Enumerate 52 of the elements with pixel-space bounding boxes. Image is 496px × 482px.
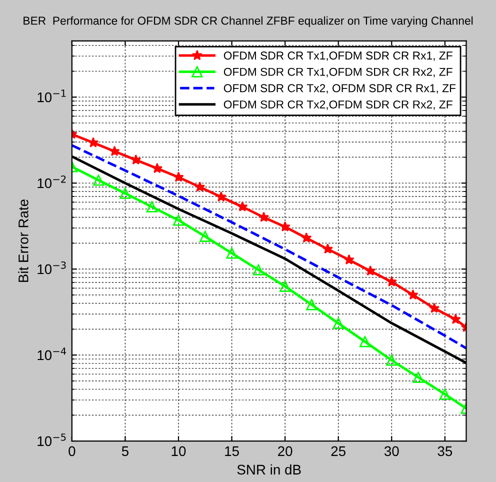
x-tick-label: 15 [225,446,239,456]
point [306,299,318,310]
point [216,191,226,202]
x-tick-label: 25 [331,446,346,456]
point [109,146,120,156]
point [173,172,184,182]
point [194,181,206,192]
point [450,314,461,324]
legend-label: OFDM SDR CR Tx1,OFDM SDR CR Rx2, ZF [224,68,452,78]
point [408,289,418,300]
legend-label: OFDM SDR CR Tx1,OFDM SDR CR Rx1, ZF [224,52,452,61]
x-tick-label: 0 [68,446,76,456]
point [120,188,131,199]
point [152,162,162,174]
y-tick-label: 10$^{−4}$ [38,348,66,360]
point [359,336,371,348]
point [88,137,99,148]
x-tick-label: 10 [172,446,186,456]
y-tick-label: 10$^{−1}$ [38,90,66,102]
point [386,354,398,366]
x-tick-label: 35 [438,446,452,456]
x-tick-label: 5 [122,446,128,456]
point [280,280,291,292]
point [365,265,376,276]
point [428,302,440,313]
point [258,212,270,222]
point [412,372,424,383]
point [237,201,248,212]
point [301,232,312,243]
point [93,174,104,186]
point [200,230,211,242]
legend-label: OFDM SDR CR Tx2,OFDM SDR CR Rx2, ZF [224,100,452,110]
point [322,243,334,254]
point [172,214,184,226]
y-tick-label: 10$^{−5}$ [38,434,66,446]
point [252,264,264,276]
x-tick-label: 20 [278,446,292,456]
point [226,248,238,259]
point [386,276,397,286]
point [344,254,354,264]
chart-title: BER Performance for OFDM SDR CR Channel ZFBF equalizer on Time varying Channel [24,16,473,27]
point [332,318,344,329]
point [130,154,142,165]
legend-label: OFDM SDR CR Tx2, OFDM SDR CR Rx1, ZF [224,84,456,94]
x-tick-label: 30 [384,446,399,456]
x-axis-title: SNR in dB [237,464,301,475]
y-tick-label: 10$^{−3}$ [38,261,66,274]
point [146,201,158,212]
point [439,388,450,400]
y-axis-title: Bit Error Rate [18,200,28,282]
point [280,221,290,232]
y-tick-label: 10$^{−2}$ [38,176,66,188]
